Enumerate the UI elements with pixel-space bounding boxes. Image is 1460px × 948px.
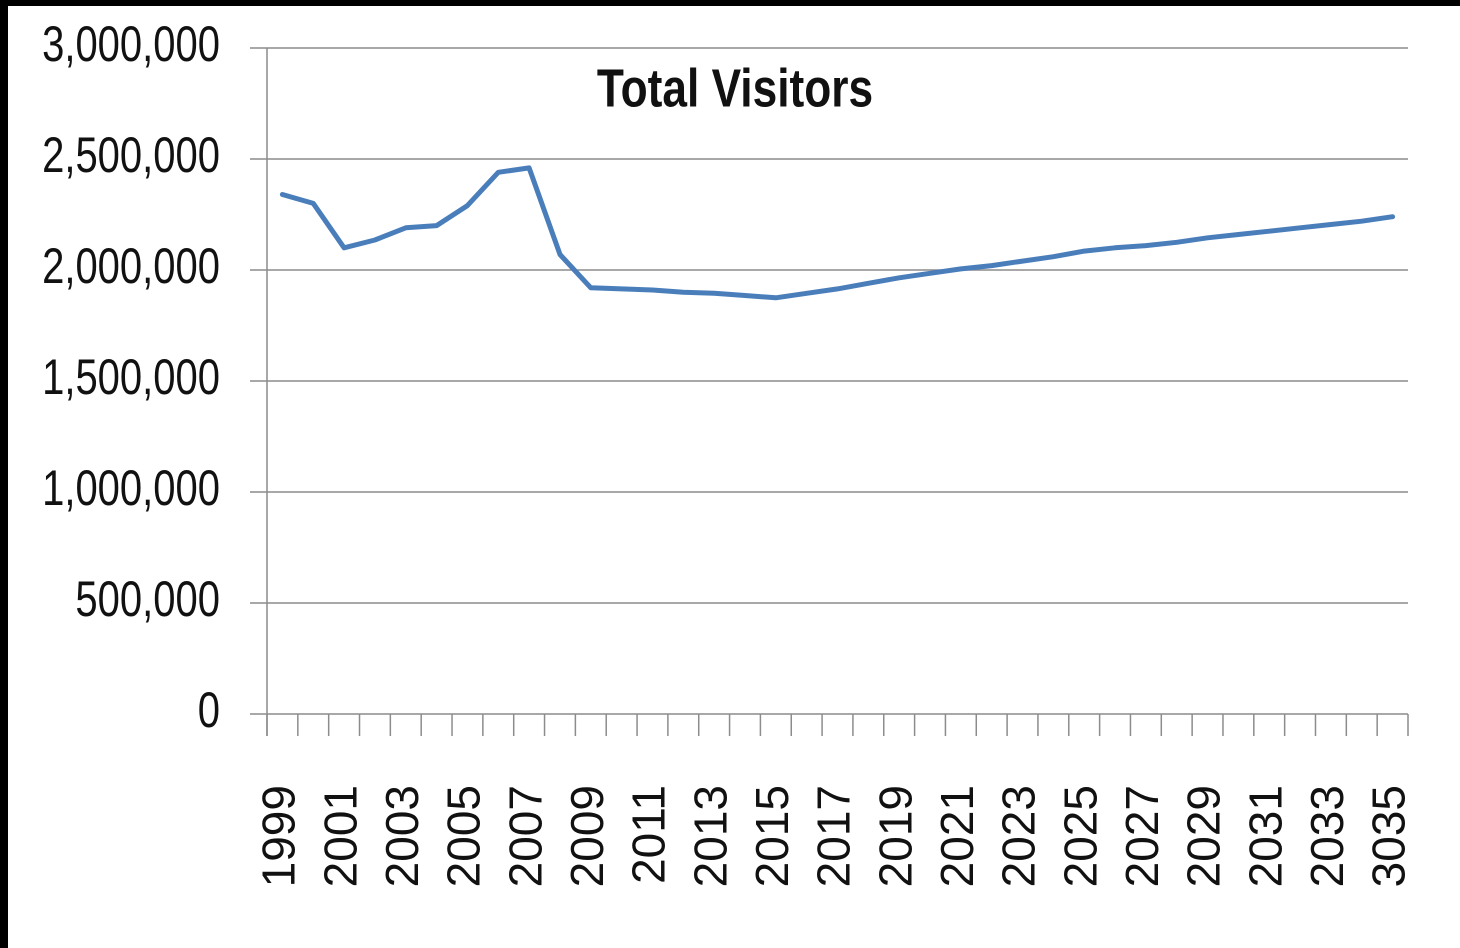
x-tick-label: 2003 bbox=[376, 785, 428, 887]
series-line bbox=[279, 165, 1396, 301]
y-tick-label: 1,500,000 bbox=[42, 349, 220, 405]
chart-title: Total Visitors bbox=[597, 58, 873, 118]
x-tick-label: 2013 bbox=[684, 785, 736, 887]
x-tick-label: 2033 bbox=[1301, 785, 1353, 887]
y-tick-label: 500,000 bbox=[75, 571, 220, 627]
x-tick-label: 2023 bbox=[993, 785, 1045, 887]
x-tick-label: 2019 bbox=[869, 785, 921, 887]
x-tick-label: 2005 bbox=[438, 785, 490, 887]
x-tick-label: 3035 bbox=[1363, 785, 1415, 887]
x-tick-label: 2001 bbox=[314, 785, 366, 887]
x-tick-label: 2015 bbox=[746, 785, 798, 887]
x-tick-label: 2031 bbox=[1239, 785, 1291, 887]
y-tick-label: 2,500,000 bbox=[42, 127, 220, 183]
background bbox=[8, 6, 1460, 948]
x-tick-label: 2021 bbox=[931, 785, 983, 887]
x-tick-label: 2027 bbox=[1116, 785, 1168, 887]
x-tick-label: 2007 bbox=[499, 785, 551, 887]
y-tick-label: 3,000,000 bbox=[42, 16, 220, 72]
y-tick-label: 0 bbox=[198, 682, 220, 738]
y-tick-label: 1,000,000 bbox=[42, 460, 220, 516]
x-tick-label: 2017 bbox=[808, 785, 860, 887]
x-tick-label: 1999 bbox=[253, 785, 305, 887]
y-tick-label: 2,000,000 bbox=[42, 238, 220, 294]
x-tick-label: 2009 bbox=[561, 785, 613, 887]
x-tick-label: 2029 bbox=[1178, 785, 1230, 887]
x-tick-label: 2011 bbox=[623, 785, 675, 884]
x-tick-label: 2025 bbox=[1054, 785, 1106, 887]
